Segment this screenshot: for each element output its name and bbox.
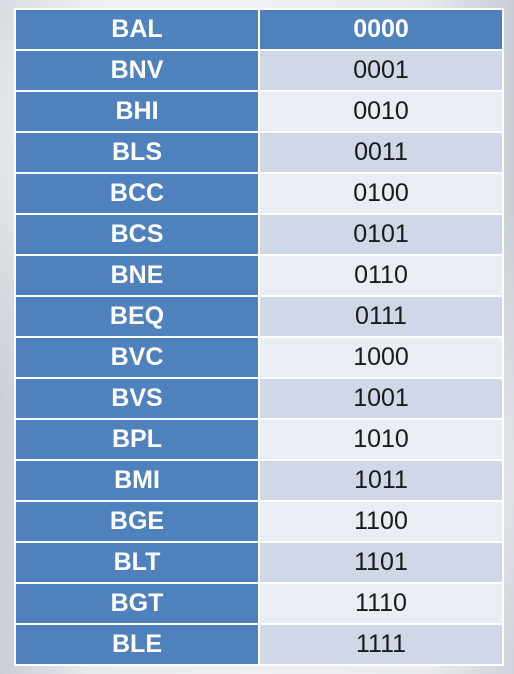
code-cell: 0011 xyxy=(258,131,504,174)
code-cell: 0110 xyxy=(258,254,504,297)
mnemonic-cell: BNE xyxy=(14,254,260,297)
code-cell: 1101 xyxy=(258,541,504,584)
table-row: BLT 1101 xyxy=(14,541,504,584)
code-cell: 0100 xyxy=(258,172,504,215)
table-row: BGT 1110 xyxy=(14,582,504,625)
code-cell: 1110 xyxy=(258,582,504,625)
code-cell: 0111 xyxy=(258,295,504,338)
table-row: BLE 1111 xyxy=(14,623,504,666)
header-mnemonic-cell: BAL xyxy=(14,8,260,51)
mnemonic-cell: BGE xyxy=(14,500,260,543)
mnemonic-cell: BHI xyxy=(14,90,260,133)
code-cell: 1100 xyxy=(258,500,504,543)
code-cell: 1010 xyxy=(258,418,504,461)
table-row: BNE 0110 xyxy=(14,254,504,297)
mnemonic-cell: BLE xyxy=(14,623,260,666)
code-cell: 1001 xyxy=(258,377,504,420)
mnemonic-cell: BPL xyxy=(14,418,260,461)
code-cell: 0001 xyxy=(258,49,504,92)
mnemonic-cell: BLS xyxy=(14,131,260,174)
mnemonic-cell: BGT xyxy=(14,582,260,625)
code-cell: 0101 xyxy=(258,213,504,256)
table-row: BVC 1000 xyxy=(14,336,504,379)
code-cell: 1111 xyxy=(258,623,504,666)
table-row: BVS 1001 xyxy=(14,377,504,420)
table-row: BEQ 0111 xyxy=(14,295,504,338)
mnemonic-cell: BVS xyxy=(14,377,260,420)
code-cell: 1011 xyxy=(258,459,504,502)
table-header-row: BAL 0000 xyxy=(14,8,504,51)
mnemonic-cell: BMI xyxy=(14,459,260,502)
branch-code-table-container: BAL 0000 BNV 0001 BHI 0010 BLS 0011 BCC … xyxy=(14,8,504,666)
table-row: BLS 0011 xyxy=(14,131,504,174)
mnemonic-cell: BCC xyxy=(14,172,260,215)
mnemonic-cell: BCS xyxy=(14,213,260,256)
table-row: BHI 0010 xyxy=(14,90,504,133)
table-row: BPL 1010 xyxy=(14,418,504,461)
mnemonic-cell: BEQ xyxy=(14,295,260,338)
table-row: BCC 0100 xyxy=(14,172,504,215)
code-cell: 1000 xyxy=(258,336,504,379)
table-row: BCS 0101 xyxy=(14,213,504,256)
table-row: BMI 1011 xyxy=(14,459,504,502)
table-row: BGE 1100 xyxy=(14,500,504,543)
branch-code-table: BAL 0000 BNV 0001 BHI 0010 BLS 0011 BCC … xyxy=(14,8,504,666)
mnemonic-cell: BVC xyxy=(14,336,260,379)
code-cell: 0010 xyxy=(258,90,504,133)
header-code-cell: 0000 xyxy=(258,8,504,51)
mnemonic-cell: BLT xyxy=(14,541,260,584)
table-row: BNV 0001 xyxy=(14,49,504,92)
mnemonic-cell: BNV xyxy=(14,49,260,92)
